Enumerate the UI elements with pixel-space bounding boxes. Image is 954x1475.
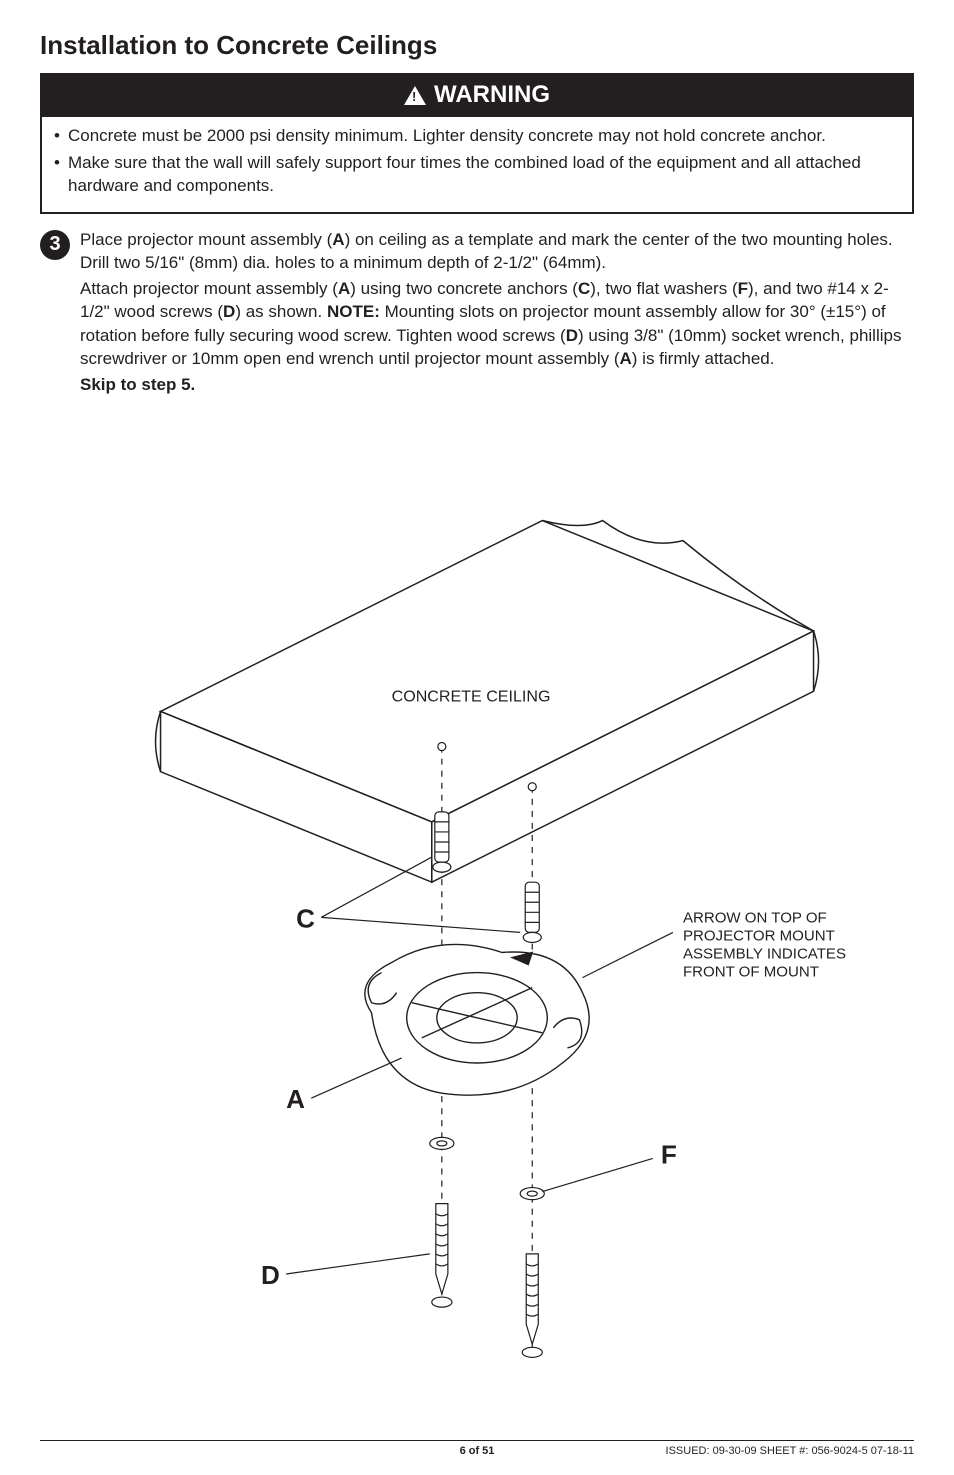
mount-assembly-a <box>365 944 589 1095</box>
diagram-label-d: D <box>261 1260 280 1290</box>
skip-text: Skip to step 5. <box>80 373 914 396</box>
step-number-badge: 3 <box>40 230 70 260</box>
arrow-note-line: FRONT OF MOUNT <box>683 964 819 981</box>
step-text-frag: Place projector mount assembly ( <box>80 230 332 249</box>
arrow-note-line: ARROW ON TOP OF <box>683 909 827 926</box>
washer-f-left <box>430 1137 454 1149</box>
warning-bullet-1: Concrete must be 2000 psi density minimu… <box>54 125 900 148</box>
warning-body: Concrete must be 2000 psi density minimu… <box>40 117 914 214</box>
step-text-frag: ) as shown. <box>235 302 327 321</box>
arrow-note-line: PROJECTOR MOUNT <box>683 927 835 944</box>
letter-C: C <box>578 279 590 298</box>
arrow-note-line: ASSEMBLY INDICATES <box>683 946 846 963</box>
page-title: Installation to Concrete Ceilings <box>40 30 914 61</box>
footer-page-number: 6 of 51 <box>460 1445 495 1457</box>
step-text-frag: ) using two concrete anchors ( <box>350 279 578 298</box>
letter-F: F <box>738 279 748 298</box>
diagram-label-a: A <box>286 1084 305 1114</box>
washer-f-right <box>520 1188 544 1200</box>
screw-d-right <box>522 1254 542 1357</box>
arrow-note: ARROW ON TOP OF PROJECTOR MOUNT ASSEMBLY… <box>683 909 846 980</box>
warning-label: WARNING <box>434 81 550 109</box>
letter-D: D <box>566 326 578 345</box>
ceiling-label: CONCRETE CEILING <box>392 687 551 705</box>
warning-bullet-2: Make sure that the wall will safely supp… <box>54 152 900 198</box>
step-text-frag: ), two flat washers ( <box>590 279 737 298</box>
note-label: NOTE: <box>327 302 380 321</box>
page-footer: 6 of 51 ISSUED: 09-30-09 SHEET #: 056-90… <box>40 1440 914 1457</box>
step-text: Place projector mount assembly (A) on ce… <box>80 228 914 398</box>
footer-issued: ISSUED: 09-30-09 SHEET #: 056-9024-5 07-… <box>666 1445 914 1457</box>
anchor-c-left <box>433 812 451 872</box>
letter-A: A <box>338 279 350 298</box>
warning-triangle-icon <box>404 86 426 105</box>
letter-A: A <box>620 349 632 368</box>
step-text-frag: ) is firmly attached. <box>632 349 775 368</box>
warning-header: WARNING <box>40 73 914 117</box>
letter-A: A <box>332 230 344 249</box>
diagram-svg: CONCRETE CEILING <box>40 490 914 1415</box>
installation-diagram: CONCRETE CEILING <box>40 490 914 1415</box>
anchor-c-right <box>523 882 541 942</box>
diagram-label-c: C <box>296 903 315 933</box>
letter-D: D <box>223 302 235 321</box>
diagram-label-f: F <box>661 1139 677 1169</box>
step-3: 3 Place projector mount assembly (A) on … <box>40 228 914 398</box>
step-text-frag: Attach projector mount assembly ( <box>80 279 338 298</box>
hole-marker <box>438 743 446 751</box>
screw-d-left <box>432 1204 452 1307</box>
hole-marker <box>528 783 536 791</box>
